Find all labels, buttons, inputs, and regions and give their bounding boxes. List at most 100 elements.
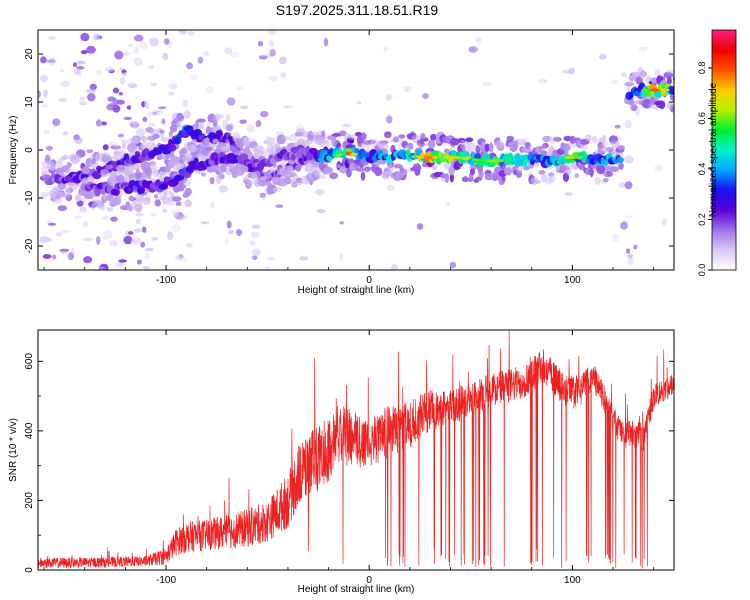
colorbar-tick-label: 0.4 xyxy=(697,163,707,176)
page-title: S197.2025.311.18.51.R19 xyxy=(276,2,439,18)
heatmap-cell xyxy=(102,144,108,151)
heatmap-cell xyxy=(162,208,168,213)
colorbar-tick-label: 0.6 xyxy=(697,112,707,125)
heatmap-cell xyxy=(197,56,204,64)
heatmap-cell xyxy=(617,145,625,150)
heatmap-cell xyxy=(660,90,668,97)
heatmap-cell xyxy=(260,195,267,200)
heatmap-cell xyxy=(618,182,625,188)
spectrogram-heatmap xyxy=(38,30,674,270)
heatmap-cell xyxy=(591,135,598,144)
x-tick-label: 0 xyxy=(366,575,372,586)
heatmap-cell xyxy=(118,259,127,263)
heatmap-cell xyxy=(364,166,372,171)
heatmap-cell xyxy=(91,203,96,211)
heatmap-cell xyxy=(267,168,276,174)
snr-y-axis: 0 200 400 600 xyxy=(24,353,674,573)
heatmap-cell xyxy=(139,41,149,50)
heatmap-cell xyxy=(209,176,215,185)
heatmap-cell xyxy=(579,144,588,151)
heatmap-cell xyxy=(143,100,149,109)
heatmap-cell xyxy=(116,99,125,105)
heatmap-cell xyxy=(86,45,96,54)
heatmap-cell xyxy=(212,138,219,144)
y-tick-label: 20 xyxy=(24,48,35,60)
heatmap-cell xyxy=(126,164,135,174)
heatmap-cell xyxy=(45,164,55,170)
heatmap-cell xyxy=(160,172,168,178)
heatmap-cell xyxy=(135,166,141,174)
heatmap-cell xyxy=(96,235,101,245)
heatmap-cell xyxy=(126,105,132,110)
heatmap-cell xyxy=(62,131,69,136)
heatmap-cell xyxy=(57,205,68,212)
heatmap-cell xyxy=(41,161,46,167)
heatmap-cell xyxy=(542,142,549,149)
heatmap-cell xyxy=(95,119,102,127)
heatmap-cell xyxy=(145,247,154,252)
heatmap-cell xyxy=(233,173,238,179)
heatmap-cell xyxy=(55,159,63,169)
heatmap-cell xyxy=(52,118,61,126)
heatmap-cell xyxy=(444,173,450,184)
heatmap-cell xyxy=(666,76,672,85)
heatmap-cell xyxy=(247,179,254,188)
heatmap-cell xyxy=(76,200,84,207)
snr-x-label: Height of straight line (km) xyxy=(298,584,415,595)
heatmap-cell xyxy=(251,248,261,257)
heatmap-cell xyxy=(506,135,515,141)
heatmap-cell xyxy=(226,97,236,106)
heatmap-cell xyxy=(449,156,462,160)
heatmap-cell xyxy=(176,112,184,120)
heatmap-cell xyxy=(294,180,303,186)
heatmap-cell xyxy=(269,49,276,57)
heatmap-cell xyxy=(625,215,632,219)
heatmap-cell xyxy=(249,240,256,246)
heatmap-cell xyxy=(633,244,638,250)
heatmap-cell xyxy=(602,178,609,183)
spectrogram-x-label: Height of straight line (km) xyxy=(298,285,415,296)
heatmap-cell xyxy=(268,75,278,81)
heatmap-cell xyxy=(461,176,470,183)
heatmap-cell xyxy=(501,175,506,183)
heatmap-cell xyxy=(562,143,571,152)
heatmap-cell xyxy=(445,202,450,208)
heatmap-cell xyxy=(360,132,367,141)
heatmap-cell xyxy=(654,164,663,172)
heatmap-cell xyxy=(624,119,632,129)
heatmap-cell xyxy=(182,99,189,107)
heatmap-cell xyxy=(85,88,96,94)
heatmap-cell xyxy=(80,50,88,55)
heatmap-cell xyxy=(416,223,424,230)
heatmap-cell xyxy=(150,213,157,217)
heatmap-cell xyxy=(286,143,293,149)
heatmap-cell xyxy=(316,209,326,214)
x-tick-label: 100 xyxy=(564,275,581,286)
heatmap-cell xyxy=(185,242,194,248)
heatmap-cell xyxy=(585,134,592,142)
heatmap-cell xyxy=(150,82,157,87)
heatmap-cell xyxy=(564,150,569,156)
x-tick-label: 100 xyxy=(564,575,581,586)
heatmap-cell xyxy=(80,32,90,42)
heatmap-cell xyxy=(324,140,331,147)
heatmap-cell xyxy=(202,51,210,57)
heatmap-cell xyxy=(601,134,607,143)
heatmap-cell xyxy=(255,120,262,128)
heatmap-cell xyxy=(475,36,482,44)
heatmap-cell xyxy=(48,222,56,226)
heatmap-cell xyxy=(118,92,123,96)
heatmap-cell xyxy=(267,256,276,261)
heatmap-cell xyxy=(184,152,192,159)
heatmap-cell xyxy=(150,163,158,170)
heatmap-cell xyxy=(79,206,87,213)
heatmap-cell xyxy=(168,91,175,96)
heatmap-cell xyxy=(117,133,125,138)
heatmap-cell xyxy=(638,46,648,51)
heatmap-cell xyxy=(172,196,182,202)
heatmap-cell xyxy=(569,135,576,144)
heatmap-cell xyxy=(272,173,280,183)
heatmap-cell xyxy=(236,86,244,91)
heatmap-cell xyxy=(240,105,249,110)
heatmap-cell xyxy=(385,115,393,124)
